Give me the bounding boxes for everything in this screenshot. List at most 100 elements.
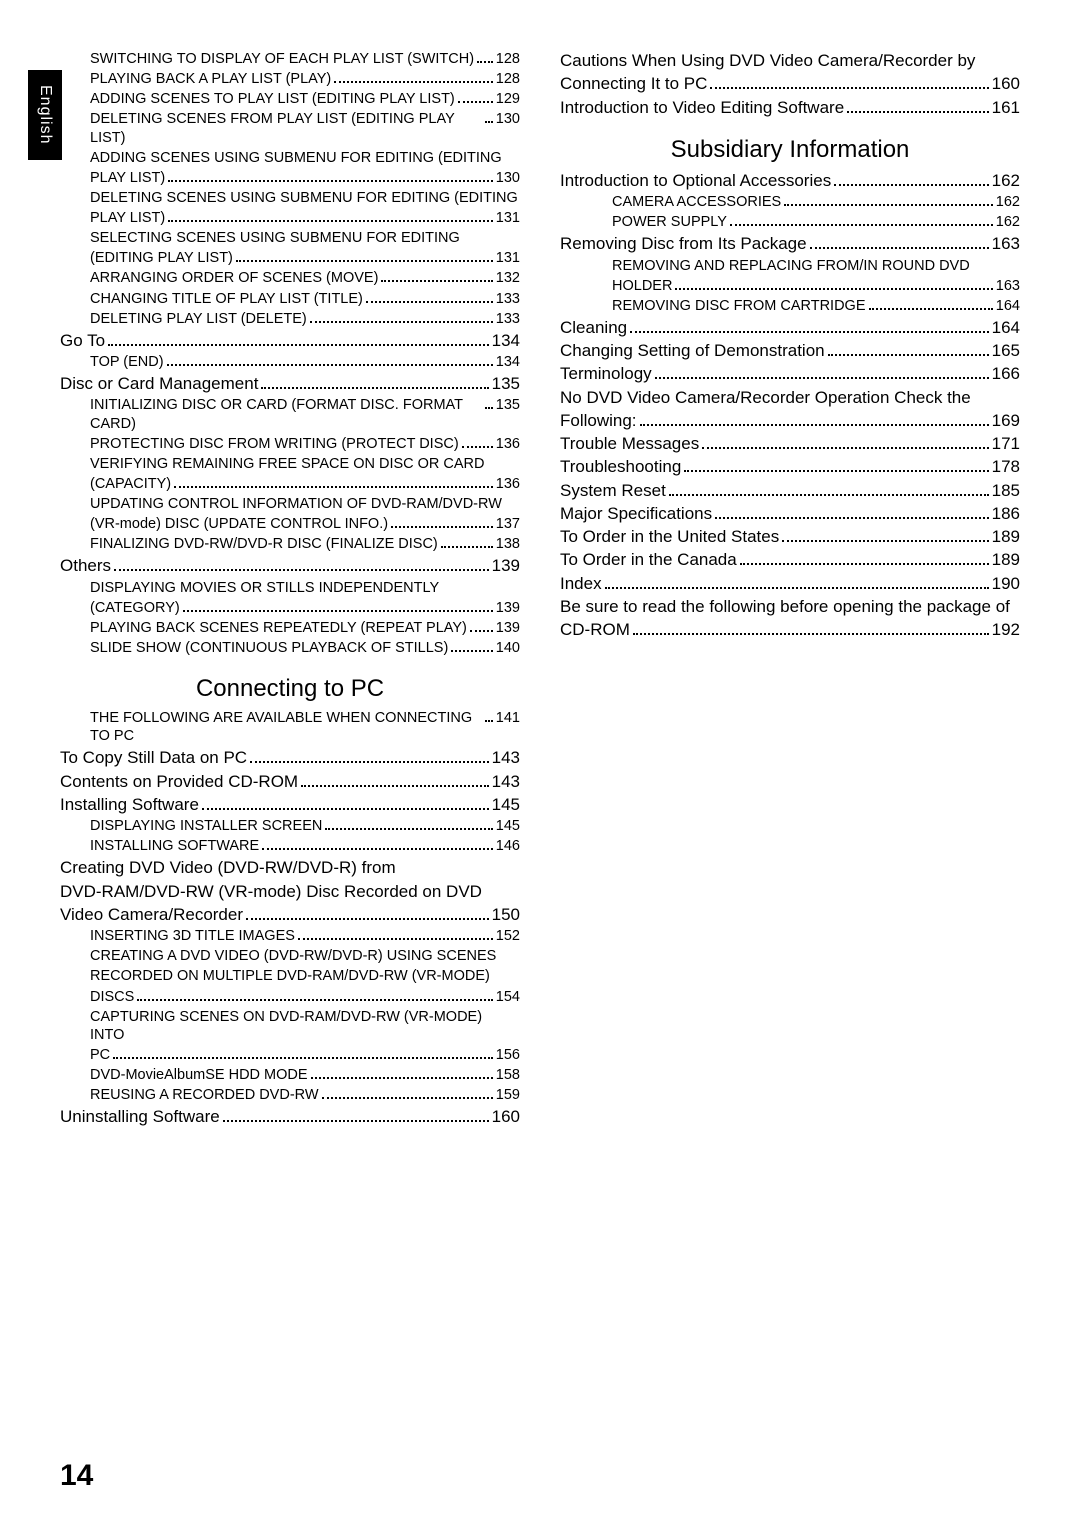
toc-entry-page: 135 bbox=[496, 396, 520, 414]
toc-entry-page: 145 bbox=[492, 794, 520, 815]
toc-entry-page: 171 bbox=[992, 433, 1020, 454]
toc-entry-page: 189 bbox=[992, 549, 1020, 570]
toc-entry-label: DELETING PLAY LIST (DELETE) bbox=[90, 310, 307, 328]
toc-entry-page: 131 bbox=[496, 209, 520, 227]
toc-entry-page: 145 bbox=[496, 817, 520, 835]
toc-entry-label: FINALIZING DVD-RW/DVD-R DISC (FINALIZE D… bbox=[90, 535, 438, 553]
toc-entry-label: ADDING SCENES USING SUBMENU FOR EDITING … bbox=[90, 149, 502, 167]
toc-entry-label: DISPLAYING MOVIES OR STILLS INDEPENDENTL… bbox=[90, 579, 439, 597]
toc-entry-page: 132 bbox=[496, 269, 520, 287]
toc-leader-dots bbox=[458, 92, 493, 103]
toc-leader-dots bbox=[485, 113, 493, 124]
toc-leader-dots bbox=[847, 100, 988, 113]
toc-entry-page: 135 bbox=[492, 373, 520, 394]
toc-entry-line: DVD-MovieAlbumSE HDD MODE158 bbox=[60, 1066, 520, 1084]
toc-entry-line: ADDING SCENES USING SUBMENU FOR EDITING … bbox=[60, 149, 520, 167]
toc-entry-page: 160 bbox=[992, 73, 1020, 94]
toc-entry-line: UPDATING CONTROL INFORMATION OF DVD-RAM/… bbox=[60, 495, 520, 513]
toc-entry-label: Cautions When Using DVD Video Camera/Rec… bbox=[560, 50, 975, 71]
toc-entry-label: UPDATING CONTROL INFORMATION OF DVD-RAM/… bbox=[90, 495, 502, 513]
toc-entry-line: (EDITING PLAY LIST) 131 bbox=[60, 249, 520, 267]
toc-entry-line: Uninstalling Software160 bbox=[60, 1106, 520, 1127]
toc-leader-dots bbox=[381, 272, 492, 283]
toc-entry-label: PLAY LIST) bbox=[90, 169, 165, 187]
toc-leader-dots bbox=[675, 279, 992, 290]
toc-entry-line: DISCS154 bbox=[60, 988, 520, 1006]
toc-leader-dots bbox=[810, 237, 989, 250]
toc-entry-label: PROTECTING DISC FROM WRITING (PROTECT DI… bbox=[90, 435, 459, 453]
left-column: SWITCHING TO DISPLAY OF EACH PLAY LIST (… bbox=[60, 50, 520, 1130]
toc-entry-line: ADDING SCENES TO PLAY LIST (EDITING PLAY… bbox=[60, 90, 520, 108]
toc-entry-page: 131 bbox=[496, 249, 520, 267]
toc-leader-dots bbox=[630, 320, 989, 333]
toc-entry-line: SELECTING SCENES USING SUBMENU FOR EDITI… bbox=[60, 229, 520, 247]
section-heading: Subsidiary Information bbox=[560, 136, 1020, 164]
toc-entry-label: Video Camera/Recorder bbox=[60, 904, 243, 925]
toc-entry-label: PLAYING BACK SCENES REPEATEDLY (REPEAT P… bbox=[90, 619, 467, 637]
toc-entry-label: DELETING SCENES USING SUBMENU FOR EDITIN… bbox=[90, 189, 518, 207]
toc-entry-line: Cautions When Using DVD Video Camera/Rec… bbox=[560, 50, 1020, 71]
toc-entry-label: Introduction to Optional Accessories bbox=[560, 170, 831, 191]
toc-entry-label: CAMERA ACCESSORIES bbox=[612, 193, 781, 211]
toc-entry-label: To Copy Still Data on PC bbox=[60, 747, 247, 768]
toc-entry-label: POWER SUPPLY bbox=[612, 213, 727, 231]
toc-entry-page: 159 bbox=[496, 1086, 520, 1104]
toc-entry-page: 133 bbox=[496, 310, 520, 328]
toc-entry-line: Following:169 bbox=[560, 410, 1020, 431]
toc-entry-label: CHANGING TITLE OF PLAY LIST (TITLE) bbox=[90, 290, 363, 308]
toc-entry-page: 130 bbox=[496, 169, 520, 187]
toc-entry-line: (CATEGORY)139 bbox=[60, 599, 520, 617]
toc-entry-label: To Order in the Canada bbox=[560, 549, 737, 570]
toc-entry-label: Be sure to read the following before ope… bbox=[560, 596, 1010, 617]
toc-leader-dots bbox=[740, 553, 989, 566]
toc-entry-line: No DVD Video Camera/Recorder Operation C… bbox=[560, 387, 1020, 408]
toc-entry-line: Be sure to read the following before ope… bbox=[560, 596, 1020, 617]
toc-entry-page: 130 bbox=[496, 110, 520, 128]
toc-entry-label: (EDITING PLAY LIST) bbox=[90, 249, 233, 267]
toc-entry-line: DELETING SCENES FROM PLAY LIST (EDITING … bbox=[60, 110, 520, 146]
toc-entry-label: Contents on Provided CD-ROM bbox=[60, 771, 298, 792]
toc-leader-dots bbox=[301, 774, 489, 787]
toc-leader-dots bbox=[605, 576, 989, 589]
toc-entry-page: 178 bbox=[992, 456, 1020, 477]
toc-entry-label: Following: bbox=[560, 410, 637, 431]
toc-leader-dots bbox=[391, 517, 493, 528]
toc-entry-label: ARRANGING ORDER OF SCENES (MOVE) bbox=[90, 269, 378, 287]
toc-entry-page: 160 bbox=[492, 1106, 520, 1127]
toc-entry-page: 163 bbox=[996, 277, 1020, 295]
toc-entry-page: 139 bbox=[496, 599, 520, 617]
toc-leader-dots bbox=[114, 559, 489, 572]
toc-entry-label: CD-ROM bbox=[560, 619, 630, 640]
toc-entry-line: (VR-mode) DISC (UPDATE CONTROL INFO.)137 bbox=[60, 515, 520, 533]
toc-entry-line: Connecting It to PC160 bbox=[560, 73, 1020, 94]
language-tab: English bbox=[28, 70, 62, 160]
toc-entry-page: 140 bbox=[496, 639, 520, 657]
toc-entry-line: Trouble Messages171 bbox=[560, 433, 1020, 454]
toc-entry-line: CD-ROM 192 bbox=[560, 619, 1020, 640]
toc-entry-page: 185 bbox=[992, 480, 1020, 501]
toc-entry-line: FINALIZING DVD-RW/DVD-R DISC (FINALIZE D… bbox=[60, 535, 520, 553]
toc-leader-dots bbox=[485, 711, 493, 722]
toc-entry-label: CAPTURING SCENES ON DVD-RAM/DVD-RW (VR-M… bbox=[90, 1008, 520, 1044]
toc-leader-dots bbox=[730, 215, 993, 226]
toc-entry-page: 164 bbox=[992, 317, 1020, 338]
toc-entry-page: 136 bbox=[496, 475, 520, 493]
toc-entry-label: THE FOLLOWING ARE AVAILABLE WHEN CONNECT… bbox=[90, 709, 482, 745]
toc-leader-dots bbox=[669, 483, 989, 496]
toc-leader-dots bbox=[784, 195, 993, 206]
toc-entry-page: 163 bbox=[992, 233, 1020, 254]
toc-entry-label: DVD-RAM/DVD-RW (VR-mode) Disc Recorded o… bbox=[60, 881, 482, 902]
toc-entry-page: 134 bbox=[496, 353, 520, 371]
toc-entry-label: ADDING SCENES TO PLAY LIST (EDITING PLAY… bbox=[90, 90, 455, 108]
toc-entry-line: PLAYING BACK A PLAY LIST (PLAY)128 bbox=[60, 70, 520, 88]
toc-entry-label: PLAY LIST) bbox=[90, 209, 165, 227]
toc-entry-page: 136 bbox=[496, 435, 520, 453]
toc-leader-dots bbox=[684, 460, 988, 473]
toc-entry-line: (CAPACITY)136 bbox=[60, 475, 520, 493]
content-columns: SWITCHING TO DISPLAY OF EACH PLAY LIST (… bbox=[60, 50, 1020, 1130]
toc-leader-dots bbox=[633, 622, 989, 635]
toc-entry-label: Troubleshooting bbox=[560, 456, 681, 477]
toc-entry-page: 192 bbox=[992, 619, 1020, 640]
toc-leader-dots bbox=[334, 72, 493, 83]
toc-entry-page: 128 bbox=[496, 50, 520, 68]
